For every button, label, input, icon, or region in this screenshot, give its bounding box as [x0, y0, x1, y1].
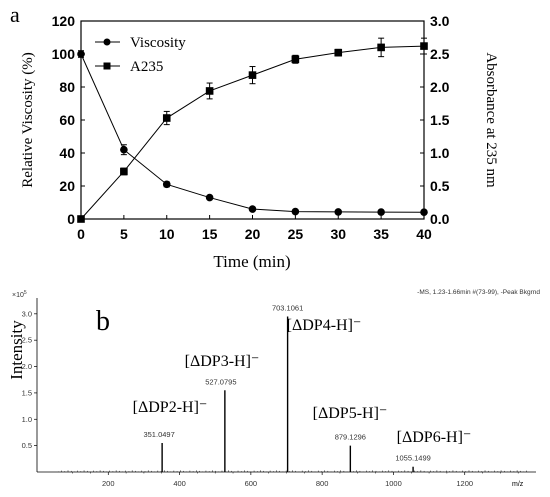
panel-a-label: a [10, 2, 20, 27]
x-tick-label: 40 [416, 226, 432, 242]
data-point-a235 [77, 215, 85, 223]
data-point-a235 [420, 42, 428, 50]
x-tick-label: 20 [245, 226, 261, 242]
data-point-a235 [291, 55, 300, 64]
data-point-viscosity [120, 145, 128, 154]
data-point-a235 [334, 48, 343, 57]
data-point-a235 [162, 114, 171, 122]
y2-tick-label: 1.0 [430, 145, 450, 161]
x-tick-label: 600 [245, 479, 258, 488]
y-tick-label: 100 [52, 46, 76, 62]
x-tick-label: 200 [102, 479, 115, 488]
x-tick-label: 30 [330, 226, 346, 242]
legend-label-viscosity: Viscosity [130, 35, 186, 51]
panel-a-y2label: Absorbance at 235 nm [483, 52, 499, 188]
y2-tick-label: 3.0 [430, 13, 450, 29]
y-tick-label: 40 [59, 145, 75, 161]
x-tick-label: 10 [159, 226, 175, 242]
panel-b-peaks: 351.0497 [ΔDP2-H]⁻ 527.0795 [ΔDP3-H]⁻ 703.10… [58, 303, 527, 472]
y-tick-label: 120 [52, 13, 76, 29]
legend-marker-a235 [103, 62, 111, 70]
x-tick-label: 25 [288, 226, 304, 242]
peak-ion-label: [ΔDP5-H]⁻ [313, 405, 388, 422]
x-tick-label: 1200 [456, 479, 473, 488]
y2-tick-label: 1.5 [430, 112, 450, 128]
data-point-viscosity [377, 208, 385, 216]
panel-b-xlabel: m/z [512, 481, 524, 488]
y-tick-label: 3.0 [22, 309, 32, 318]
y2-tick-label: 0.0 [430, 211, 450, 227]
panel-b-label: b [96, 306, 110, 337]
y2-tick-label: 0.5 [430, 178, 450, 194]
y-tick-label: 80 [59, 79, 75, 95]
x-tick-label: 5 [120, 226, 128, 242]
data-point-a235 [377, 43, 385, 52]
y-tick-label: 0.5 [22, 441, 32, 450]
y2-tick-label: 2.5 [430, 46, 450, 62]
y-tick-label: 20 [59, 178, 75, 194]
data-point-viscosity [420, 208, 428, 217]
legend-label-a235: A235 [130, 59, 163, 75]
panel-a-xlabel: Time (min) [213, 252, 290, 271]
data-point-viscosity [205, 193, 214, 202]
panel-b: -MS, 1.23-1.66min #(73-99), -Peak Bkgrnd… [7, 289, 540, 488]
panel-b-scale-label: ×105 [12, 290, 27, 299]
y-tick-label: 0 [67, 211, 75, 227]
panel-a-series [77, 37, 428, 223]
peak-ion-label: [ΔDP4-H]⁻ [287, 317, 362, 334]
panel-a-legend: Viscosity A235 [95, 35, 186, 75]
panel-a: a 0 5 10 15 20 25 30 35 40 0 20 40 60 80 100 120 0.0 0.5 1… [10, 2, 499, 271]
panel-b-ylabel: Intensity [7, 320, 26, 380]
y-tick-label: 60 [59, 112, 75, 128]
x-tick-label: 35 [373, 226, 389, 242]
data-point-viscosity [248, 205, 257, 213]
peak-mz-label: 527.0795 [205, 377, 236, 386]
data-point-viscosity [77, 50, 85, 58]
peak-mz-label: 1055.1499 [395, 454, 430, 463]
panel-b-ticks: 200 400 600 800 1000 1200 0.5 1.0 1.5 2.0 2.5 3.0 [22, 309, 519, 488]
panel-a-ticks: 0 5 10 15 20 25 30 35 40 0 20 40 60 80 100 120 0.0 0.5 1.0… [52, 13, 450, 242]
peak-mz-label: 351.0497 [143, 430, 174, 439]
data-point-a235 [248, 71, 257, 79]
y-tick-label: 2.0 [22, 362, 32, 371]
peak-ion-label: [ΔDP6-H]⁻ [397, 429, 472, 446]
peak-mz-label: 703.1061 [272, 303, 303, 312]
x-tick-label: 1000 [385, 479, 402, 488]
panel-b-header: -MS, 1.23-1.66min #(73-99), -Peak Bkgrnd [417, 289, 540, 296]
data-point-a235 [120, 167, 128, 176]
y2-tick-label: 2.0 [430, 79, 450, 95]
x-tick-label: 15 [202, 226, 218, 242]
legend-marker-viscosity [103, 38, 111, 46]
y-tick-label: 1.5 [22, 388, 32, 397]
y-tick-label: 1.0 [22, 415, 32, 424]
peak-ion-label: [ΔDP2-H]⁻ [133, 399, 208, 416]
panel-a-ylabel: Relative Viscosity (%) [20, 52, 36, 187]
data-point-viscosity [334, 208, 343, 216]
x-tick-label: 400 [173, 479, 186, 488]
x-tick-label: 0 [77, 226, 85, 242]
peak-mz-label: 879.1296 [335, 433, 366, 442]
data-point-viscosity [291, 207, 300, 216]
peak-ion-label: [ΔDP3-H]⁻ [185, 353, 260, 370]
data-point-viscosity [162, 180, 171, 189]
y-tick-label: 2.5 [22, 336, 32, 345]
x-tick-label: 800 [316, 479, 329, 488]
data-point-a235 [205, 87, 214, 95]
